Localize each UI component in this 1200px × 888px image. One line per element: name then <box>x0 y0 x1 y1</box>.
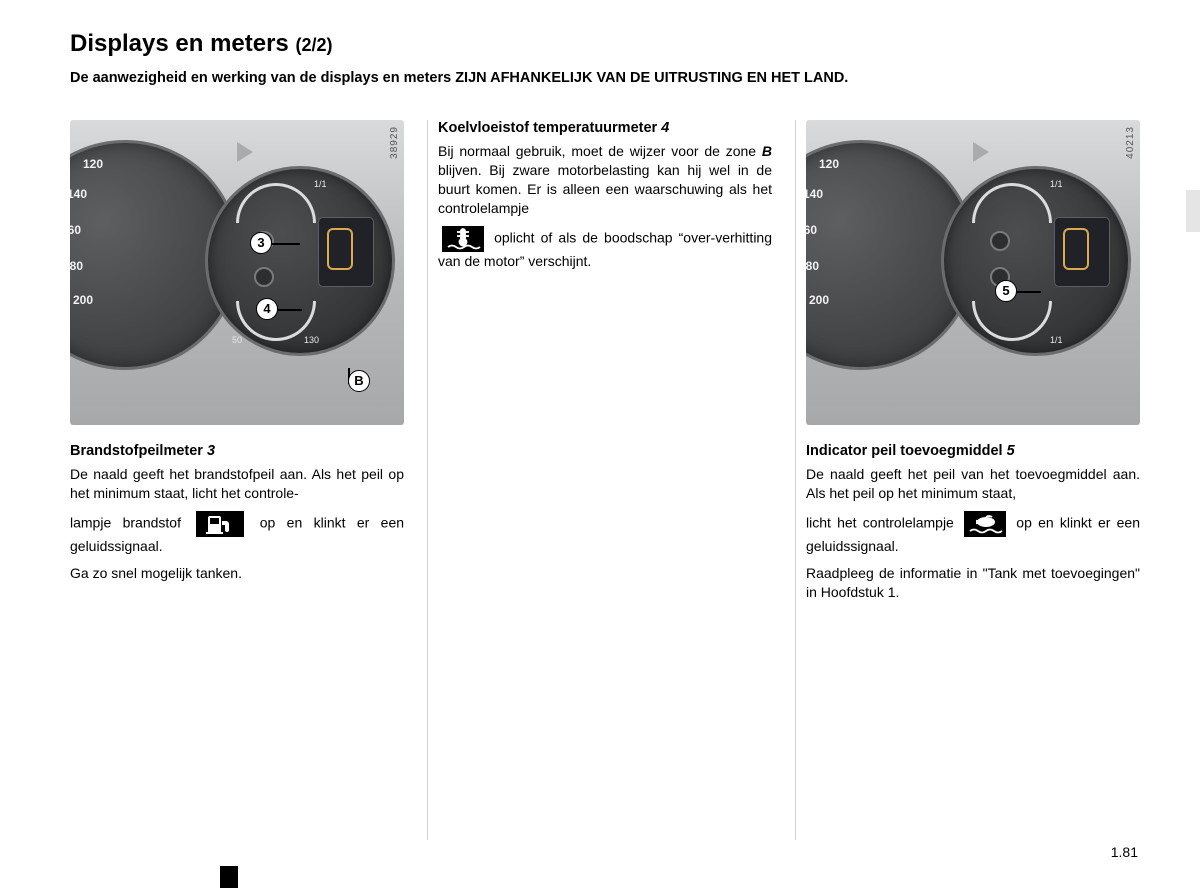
column-2: Koelvloeistof temperatuurmeter 4 Bij nor… <box>438 120 772 609</box>
fuel-gauge-arc <box>236 183 316 223</box>
speedo-num: 120 <box>83 157 103 171</box>
section-1-p1: De naald geeft het brandstofpeil aan. Al… <box>70 465 404 503</box>
page-number: 1.81 <box>1111 844 1138 860</box>
column-3: 40213 120 140 160 180 200 1/1 <box>806 120 1140 609</box>
section-3-p3: Raadpleeg de informatie in "Tank met toe… <box>806 564 1140 602</box>
callout-5: 5 <box>995 280 1017 302</box>
section-2-p2-text: oplicht of als de boodschap “over-verhit… <box>438 229 772 268</box>
title-pager: (2/2) <box>295 35 332 55</box>
section-1-p3: Ga zo snel mogelijk tanken. <box>70 564 404 583</box>
section-2-p1a: Bij normaal gebruik, moet de wijzer voor… <box>438 143 762 159</box>
callout-4: 4 <box>256 298 278 320</box>
title-text: Displays en meters <box>70 30 289 57</box>
vehicle-display-icon <box>318 217 374 287</box>
temp-min: 50 <box>232 335 242 345</box>
speedo-num: 200 <box>73 293 93 307</box>
section-1-title-text: Brandstofpeilmeter <box>70 443 203 459</box>
additive-gauge-arc <box>972 301 1052 341</box>
page-title: Displays en meters (2/2) <box>70 30 1140 58</box>
column-divider-1 <box>427 120 428 840</box>
section-1-ref: 3 <box>207 443 215 459</box>
temp-max: 130 <box>304 335 319 345</box>
section-2-bold-b: B <box>762 143 772 159</box>
turn-arrow-icon <box>973 142 989 162</box>
gauge-full-label: 1/1 <box>314 179 327 189</box>
temperature-warning-icon <box>442 226 484 252</box>
aux-dial: 1/1 50 130 <box>205 166 395 356</box>
speedo-num: 200 <box>809 293 829 307</box>
callout-b: B <box>348 370 370 392</box>
speedo-num: 160 <box>806 223 817 237</box>
speedo-num: 160 <box>70 223 81 237</box>
knob-icon <box>254 267 274 287</box>
section-3-title: Indicator peil toevoegmiddel 5 <box>806 443 1140 459</box>
speedo-num: 180 <box>70 259 83 273</box>
turn-arrow-icon <box>237 142 253 162</box>
additive-warning-icon <box>964 511 1006 537</box>
callout-3: 3 <box>250 232 272 254</box>
figure-right: 40213 120 140 160 180 200 1/1 <box>806 120 1140 425</box>
callout-line <box>272 243 300 245</box>
callout-line <box>1017 291 1041 293</box>
section-3-ref: 5 <box>1007 443 1015 459</box>
instrument-cluster-left: 120 140 160 180 200 1/1 50 <box>70 130 404 410</box>
speedo-num: 140 <box>806 187 823 201</box>
section-2-p2: oplicht of als de boodschap “over-verhit… <box>438 226 772 271</box>
instrument-cluster-right: 120 140 160 180 200 1/1 1/1 <box>806 130 1140 410</box>
column-divider-2 <box>795 120 796 840</box>
figure-left: 38929 120 140 160 180 200 <box>70 120 404 425</box>
section-2-title: Koelvloeistof temperatuurmeter 4 <box>438 120 772 136</box>
section-2-p1b: blijven. Bij zware motorbelasting kan hi… <box>438 162 772 216</box>
fuel-gauge-arc <box>972 183 1052 223</box>
section-2-title-text: Koelvloeistof temperatuurmeter <box>438 120 657 136</box>
vehicle-display-icon <box>1054 217 1110 287</box>
section-3-p1: De naald geeft het peil van het toevoegm… <box>806 465 1140 503</box>
section-2-ref: 4 <box>661 120 669 136</box>
side-tab <box>1186 190 1200 232</box>
section-2-p1: Bij normaal gebruik, moet de wijzer voor… <box>438 142 772 218</box>
column-1: 38929 120 140 160 180 200 <box>70 120 404 609</box>
section-3-p2a: licht het controlelampje <box>806 514 954 530</box>
callout-line <box>278 309 302 311</box>
aux-dial: 1/1 1/1 <box>941 166 1131 356</box>
thumb-index-mark <box>220 866 238 888</box>
section-1-title: Brandstofpeilmeter 3 <box>70 443 404 459</box>
speedo-num: 140 <box>70 187 87 201</box>
section-3-p2: licht het controlelampje op en klinkt er… <box>806 511 1140 556</box>
speedo-num: 120 <box>819 157 839 171</box>
page: Displays en meters (2/2) De aanwezigheid… <box>0 0 1200 649</box>
knob-icon <box>990 231 1010 251</box>
gauge-bottom-full: 1/1 <box>1050 335 1063 345</box>
fuel-pump-icon <box>196 511 244 537</box>
section-1-p2: lampje brandstof op en klinkt er een gel… <box>70 511 404 556</box>
subtitle: De aanwezigheid en werking van de displa… <box>70 70 1140 86</box>
section-3-title-text: Indicator peil toevoegmiddel <box>806 443 1003 459</box>
section-1-p2a: lampje brandstof <box>70 514 181 530</box>
columns: 38929 120 140 160 180 200 <box>70 120 1140 609</box>
speedo-num: 180 <box>806 259 819 273</box>
gauge-full-label: 1/1 <box>1050 179 1063 189</box>
